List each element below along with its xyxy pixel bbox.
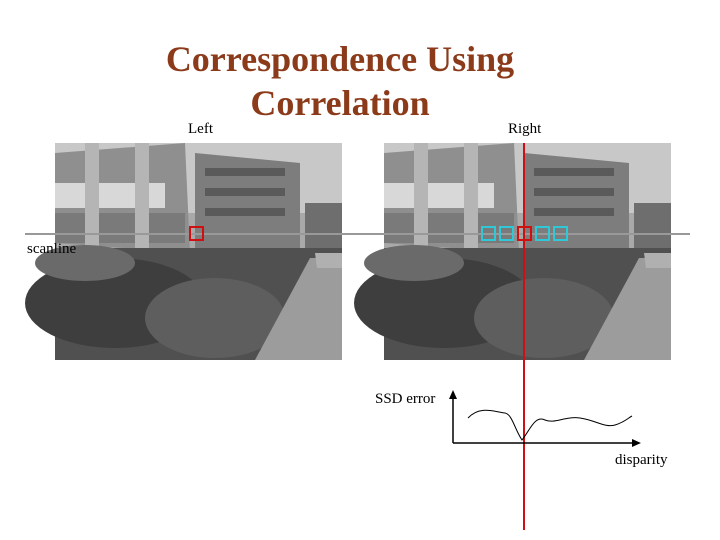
left-window <box>189 226 204 241</box>
x-axis-label: disparity <box>615 452 668 468</box>
slide-title: Correspondence Using Correlation <box>165 39 515 123</box>
candidate-windows <box>481 226 568 241</box>
y-axis-label: SSD error <box>375 391 435 407</box>
y-arrow <box>449 390 457 399</box>
scanline-label: scanline <box>27 241 76 257</box>
right-image <box>354 143 671 360</box>
x-arrow <box>632 439 641 447</box>
left-label: Left <box>188 121 214 137</box>
ssd-curve <box>467 409 633 441</box>
right-label: Right <box>508 121 542 137</box>
